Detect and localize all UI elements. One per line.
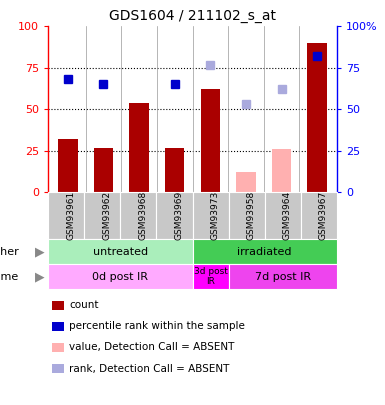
Bar: [308, 43, 327, 192]
Bar: [201, 90, 220, 192]
Text: GSM93958: GSM93958: [247, 191, 256, 240]
Text: GSM93962: GSM93962: [102, 191, 111, 240]
Text: other: other: [0, 247, 19, 256]
Bar: [94, 147, 113, 192]
Text: GSM93967: GSM93967: [319, 191, 328, 240]
Text: time: time: [0, 272, 19, 281]
Text: ▶: ▶: [35, 245, 45, 258]
Text: GSM93969: GSM93969: [174, 191, 184, 240]
Bar: [236, 173, 256, 192]
Text: 7d post IR: 7d post IR: [254, 272, 311, 281]
Text: percentile rank within the sample: percentile rank within the sample: [69, 322, 245, 331]
Text: untreated: untreated: [93, 247, 148, 256]
Text: value, Detection Call = ABSENT: value, Detection Call = ABSENT: [69, 343, 235, 352]
Bar: [165, 147, 184, 192]
Bar: [58, 139, 77, 192]
Text: GSM93964: GSM93964: [283, 191, 292, 240]
Text: ▶: ▶: [35, 270, 45, 283]
Text: 0d post IR: 0d post IR: [92, 272, 148, 281]
Text: 3d post
IR: 3d post IR: [194, 267, 228, 286]
Text: GSM93961: GSM93961: [66, 191, 75, 240]
Bar: [272, 149, 291, 192]
Bar: [129, 103, 149, 192]
Text: rank, Detection Call = ABSENT: rank, Detection Call = ABSENT: [69, 364, 230, 373]
Text: irradiated: irradiated: [238, 247, 292, 256]
Title: GDS1604 / 211102_s_at: GDS1604 / 211102_s_at: [109, 9, 276, 23]
Text: count: count: [69, 301, 99, 310]
Text: GSM93973: GSM93973: [211, 191, 219, 240]
Text: GSM93968: GSM93968: [138, 191, 147, 240]
